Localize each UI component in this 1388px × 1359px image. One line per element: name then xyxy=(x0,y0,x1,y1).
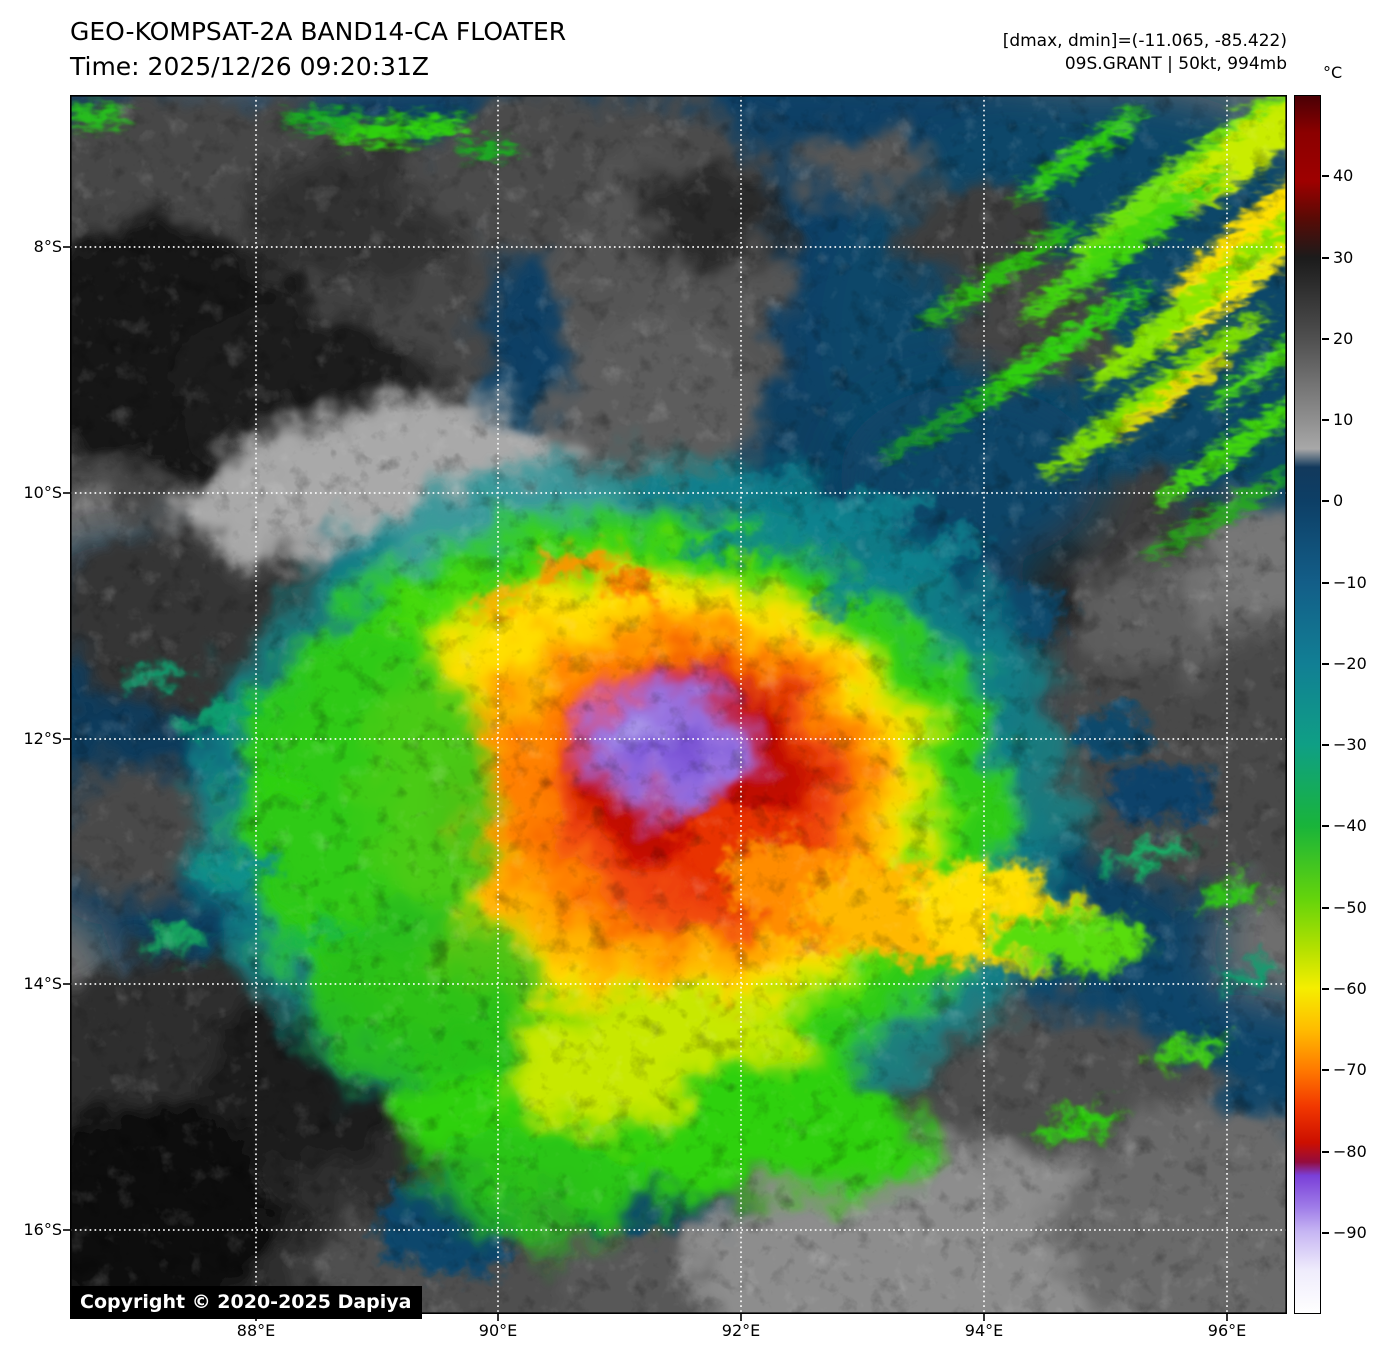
satellite-map: Copyright © 2020-2025 Dapiya xyxy=(63,95,1288,1321)
colorbar-tick-label: −90 xyxy=(1322,1223,1385,1243)
colorbar-tick-label: 20 xyxy=(1322,329,1385,349)
timestamp: Time: 2025/12/26 09:20:31Z xyxy=(70,52,429,81)
page-title: GEO-KOMPSAT-2A BAND14-CA FLOATER xyxy=(70,17,567,46)
x-axis-label: 94°E xyxy=(964,1321,1004,1340)
colorbar-tick-label: 40 xyxy=(1322,166,1385,186)
storm-info: 09S.GRANT | 50kt, 994mb xyxy=(1064,54,1287,74)
gridlines xyxy=(70,95,1287,1314)
colorbar-tick-mark xyxy=(1322,825,1329,827)
colorbar-tick-mark xyxy=(1322,500,1329,502)
y-axis-label: 8°S xyxy=(33,237,62,256)
colorbar-tick-mark xyxy=(1322,663,1329,665)
colorbar-tick-label: −70 xyxy=(1322,1060,1385,1080)
y-axis-label: 16°S xyxy=(23,1220,62,1239)
colorbar-tick-label: 10 xyxy=(1322,410,1385,430)
colorbar-tick-mark xyxy=(1322,1069,1329,1071)
cloud-layer xyxy=(70,95,1287,1314)
colorbar-tick-label: −30 xyxy=(1322,735,1385,755)
header-info: [dmax, dmin]=(-11.065, -85.422) 09S.GRAN… xyxy=(1003,30,1287,76)
colorbar-tick-label: −20 xyxy=(1322,654,1385,674)
y-axis-label: 12°S xyxy=(23,729,62,748)
x-axis-label: 88°E xyxy=(236,1321,276,1340)
header: GEO-KOMPSAT-2A BAND14-CA FLOATER Time: 2… xyxy=(70,14,566,84)
colorbar-tick-label: −50 xyxy=(1322,898,1385,918)
dmax-dmin-readout: [dmax, dmin]=(-11.065, -85.422) xyxy=(1002,31,1287,51)
colorbar-tick-mark xyxy=(1322,744,1329,746)
map-border xyxy=(70,95,1288,1315)
colorbar-tick-label: 0 xyxy=(1322,491,1385,511)
colorbar-tick-mark xyxy=(1322,175,1329,177)
colorbar-tick-label: −80 xyxy=(1322,1142,1385,1162)
x-axis-label: 90°E xyxy=(478,1321,518,1340)
colorbar-tick-mark xyxy=(1322,338,1329,340)
colorbar xyxy=(1294,95,1321,1314)
y-axis-label: 14°S xyxy=(23,974,62,993)
colorbar-tick-mark xyxy=(1322,582,1329,584)
colorbar-tick-mark xyxy=(1322,419,1329,421)
colorbar-tick-mark xyxy=(1322,988,1329,990)
colorbar-tick-label: −60 xyxy=(1322,979,1385,999)
x-axis-label: 96°E xyxy=(1207,1321,1247,1340)
x-axis-label: 92°E xyxy=(721,1321,761,1340)
colorbar-tick-label: 30 xyxy=(1322,248,1385,268)
colorbar-unit-label: °C xyxy=(1323,63,1343,82)
colorbar-tick-mark xyxy=(1322,1232,1329,1234)
colorbar-tick-label: −10 xyxy=(1322,573,1385,593)
y-axis-label: 10°S xyxy=(23,483,62,502)
satellite-image xyxy=(63,95,1288,1321)
colorbar-tick-mark xyxy=(1322,257,1329,259)
colorbar-tick-mark xyxy=(1322,907,1329,909)
colorbar-tick-mark xyxy=(1322,1151,1329,1153)
copyright-badge: Copyright © 2020-2025 Dapiya xyxy=(70,1286,423,1319)
colorbar-tick-label: −40 xyxy=(1322,816,1385,836)
